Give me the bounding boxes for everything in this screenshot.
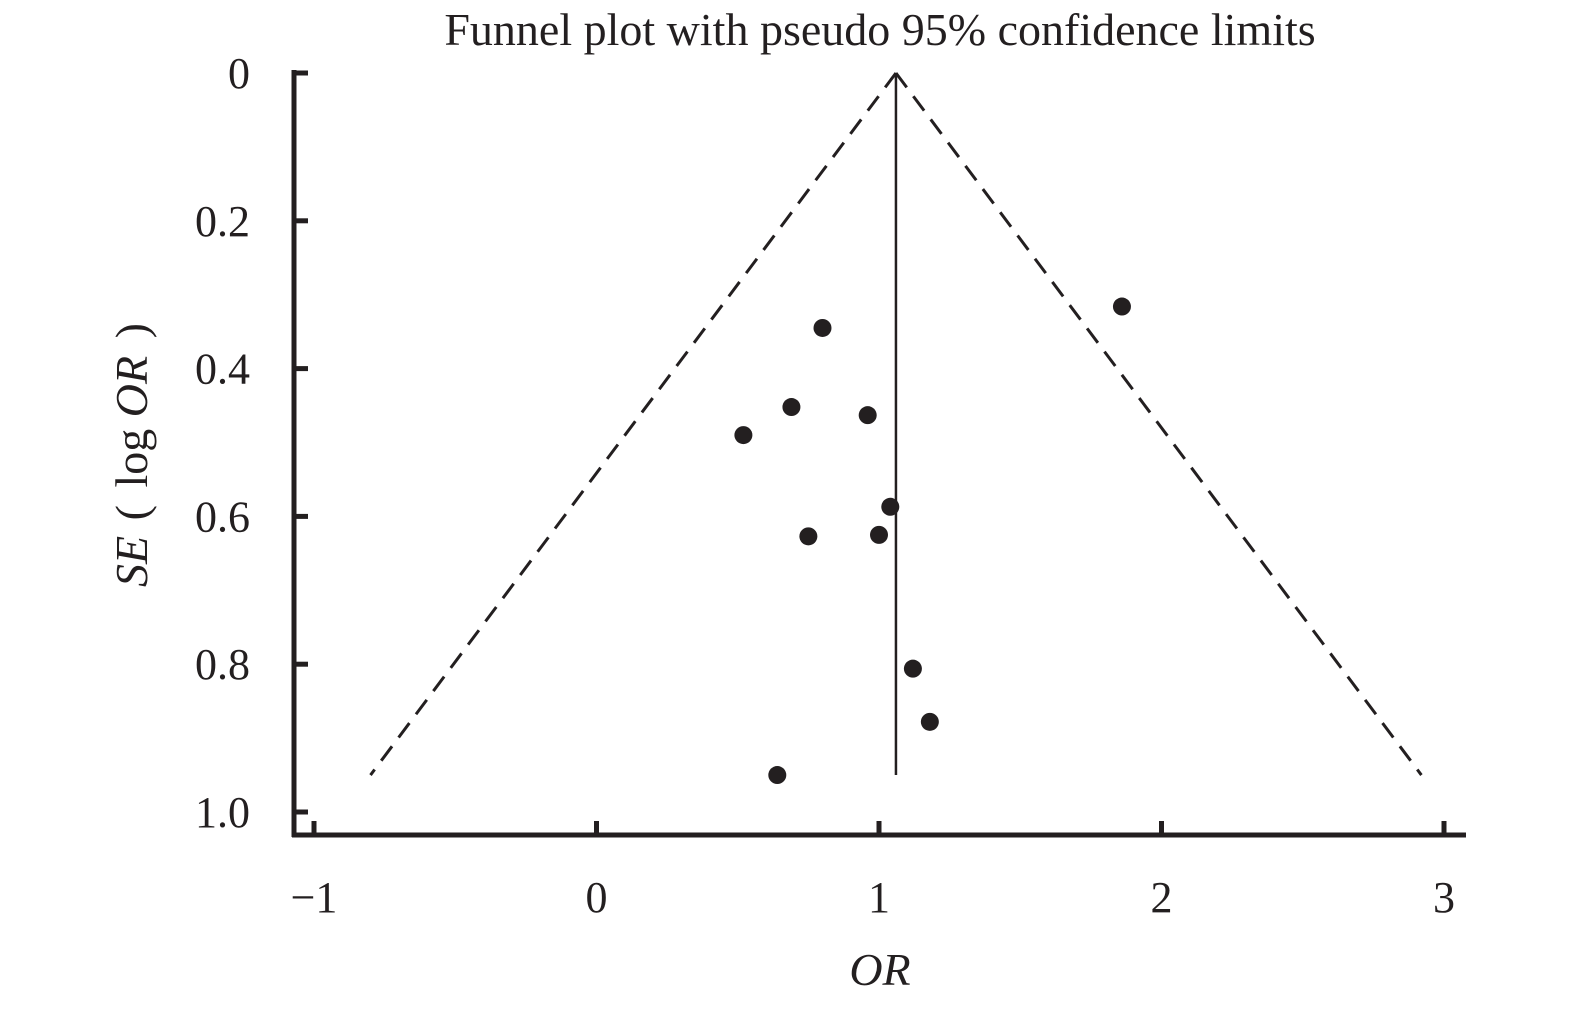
y-tick-label: 0.4 <box>195 345 250 394</box>
y-axis-label-log: log <box>106 429 157 488</box>
y-tick-label: 0.8 <box>195 640 250 689</box>
y-axis-label-paren-close: ) <box>106 323 157 338</box>
study-point <box>782 398 801 417</box>
data-points <box>734 297 1131 785</box>
funnel-lines <box>369 72 1423 776</box>
chart-title: Funnel plot with pseudo 95% confidence l… <box>444 4 1315 55</box>
study-point <box>799 527 818 546</box>
y-axis-label-or: OR <box>106 356 157 417</box>
confidence-limit-right <box>894 72 1423 776</box>
study-point <box>870 525 888 544</box>
y-axis-label-paren-open: ( <box>106 505 157 520</box>
y-tick-label: 0 <box>228 49 250 98</box>
study-point <box>920 712 939 731</box>
study-point <box>768 766 787 785</box>
x-axis-ticks: −1 0 1 2 3 <box>291 821 1455 922</box>
y-tick-label: 0.2 <box>195 197 250 246</box>
axes <box>291 70 1466 838</box>
study-point <box>734 426 753 445</box>
x-tick-label: 2 <box>1151 873 1173 922</box>
confidence-limit-left <box>369 72 898 776</box>
y-tick-label: 1.0 <box>195 788 250 837</box>
x-tick-label: 1 <box>868 873 890 922</box>
x-tick-label: 3 <box>1433 873 1455 922</box>
x-axis-label: OR <box>849 944 910 995</box>
y-axis-ticks: 0 0.2 0.4 0.6 0.8 1.0 <box>195 49 308 837</box>
y-axis-label: SE ( log OR ) <box>106 323 157 587</box>
study-point <box>881 497 900 516</box>
y-axis-label-se: SE <box>106 536 157 587</box>
x-tick-label: −1 <box>291 873 338 922</box>
study-point <box>1112 297 1131 316</box>
y-tick-label: 0.6 <box>195 492 250 541</box>
study-point <box>903 659 922 678</box>
study-point <box>858 406 877 425</box>
x-tick-label: 0 <box>586 873 608 922</box>
study-point <box>813 318 832 337</box>
